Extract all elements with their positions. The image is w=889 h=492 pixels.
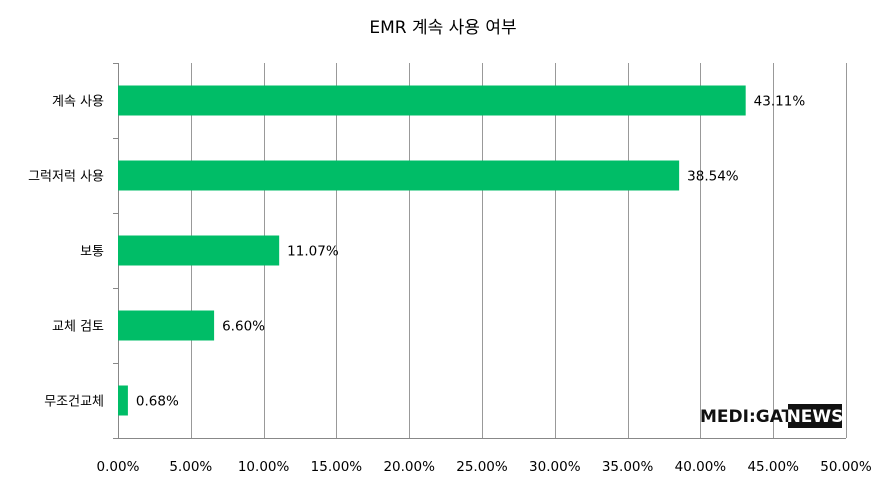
- gridlines: [113, 63, 847, 439]
- bar: [118, 160, 680, 191]
- x-axis-ticks: 0.00% 5.00% 10.00% 15.00% 20.00% 25.00% 30.00%…: [97, 459, 872, 475]
- data-label: 38.54%: [687, 169, 739, 185]
- category-label: 그럭저럭 사용: [28, 170, 104, 185]
- bar: [118, 385, 128, 416]
- data-label: 11.07%: [287, 244, 339, 260]
- x-tick-label: 5.00%: [169, 459, 212, 475]
- x-tick-label: 50.00%: [820, 459, 872, 475]
- bar: [118, 310, 215, 341]
- x-tick-label: 20.00%: [383, 459, 435, 475]
- chart-title: EMR 계속 사용 여부: [369, 18, 516, 38]
- bar: [118, 235, 280, 266]
- x-tick-label: 25.00%: [456, 459, 508, 475]
- x-tick-label: 10.00%: [238, 459, 290, 475]
- bars: 43.11% 38.54% 11.07% 6.60% 0.68%: [118, 85, 806, 416]
- data-label: 6.60%: [222, 319, 265, 335]
- x-tick-label: 35.00%: [602, 459, 654, 475]
- x-tick-label: 0.00%: [97, 459, 140, 475]
- logo-news-box: [788, 404, 842, 428]
- x-tick-label: 15.00%: [311, 459, 363, 475]
- logo-text-medigate: MEDI:GATE: [700, 407, 805, 427]
- x-tick-label: 30.00%: [529, 459, 581, 475]
- data-label: 43.11%: [754, 94, 806, 110]
- category-label: 교체 검토: [52, 320, 104, 335]
- category-label: 보통: [80, 245, 104, 260]
- logo-text-news: NEWS: [787, 407, 844, 427]
- medigate-news-logo: MEDI:GATE NEWS: [700, 404, 843, 428]
- category-label: 무조건교체: [44, 395, 104, 410]
- x-tick-label: 45.00%: [747, 459, 799, 475]
- bar: [118, 85, 746, 116]
- data-label: 0.68%: [136, 394, 179, 410]
- x-tick-label: 40.00%: [675, 459, 727, 475]
- category-label: 계속 사용: [52, 95, 104, 110]
